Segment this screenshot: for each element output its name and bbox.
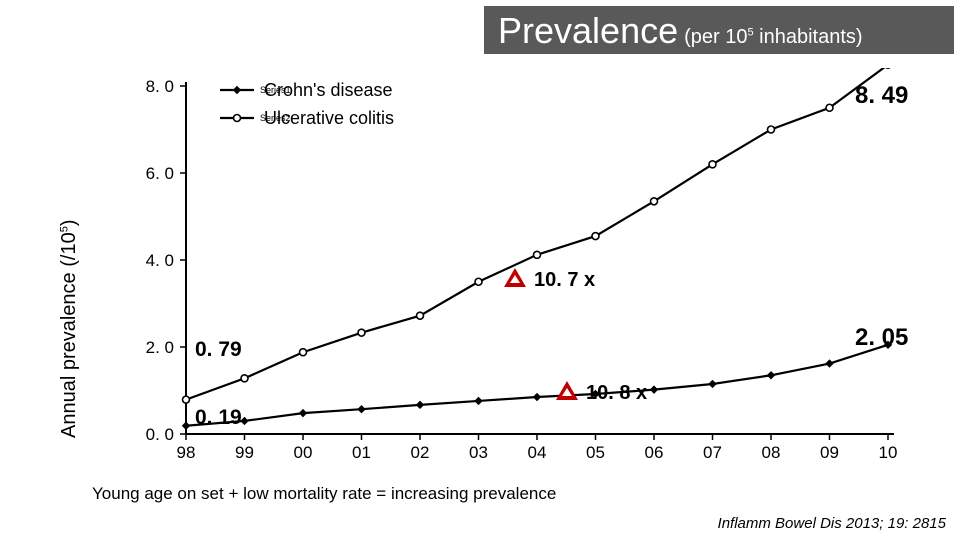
title-bar: Prevalence (per 105 inhabitants) — [484, 6, 954, 54]
svg-text:10: 10 — [879, 443, 898, 462]
svg-text:0. 0: 0. 0 — [146, 425, 174, 444]
triangle-up-icon — [504, 268, 526, 287]
svg-text:00: 00 — [294, 443, 313, 462]
multiplier-uc: 10. 7 x — [534, 269, 595, 292]
svg-text:02: 02 — [411, 443, 430, 462]
svg-text:Ulcerative colitis: Ulcerative colitis — [264, 108, 394, 128]
y-axis-label: Annual prevalence (/105) — [58, 220, 81, 439]
svg-text:Crohn's disease: Crohn's disease — [264, 80, 393, 100]
svg-text:99: 99 — [235, 443, 254, 462]
svg-text:04: 04 — [528, 443, 547, 462]
svg-text:06: 06 — [645, 443, 664, 462]
svg-text:08: 08 — [762, 443, 781, 462]
slide-root: { "title": { "main": "Prevalence", "sub_… — [0, 0, 960, 540]
series-end-value-cd: 2. 05 — [855, 324, 908, 352]
triangle-up-icon — [556, 381, 578, 400]
svg-text:2. 0: 2. 0 — [146, 338, 174, 357]
svg-text:6. 0: 6. 0 — [146, 164, 174, 183]
series-start-value-uc: 0. 79 — [195, 338, 242, 362]
series-start-value-cd: 0. 19 — [195, 406, 242, 430]
caption: Young age on set + low mortality rate = … — [92, 484, 556, 504]
svg-text:03: 03 — [469, 443, 488, 462]
svg-text:05: 05 — [586, 443, 605, 462]
svg-text:07: 07 — [703, 443, 722, 462]
svg-text:09: 09 — [820, 443, 839, 462]
title-sub: (per 105 inhabitants) — [684, 26, 862, 49]
svg-text:98: 98 — [177, 443, 196, 462]
series-end-value-uc: 8. 49 — [855, 82, 908, 110]
svg-text:01: 01 — [352, 443, 371, 462]
citation: Inflamm Bowel Dis 2013; 19: 2815 — [718, 515, 946, 532]
svg-text:4. 0: 4. 0 — [146, 251, 174, 270]
title-main: Prevalence — [498, 10, 678, 52]
svg-text:8. 0: 8. 0 — [146, 77, 174, 96]
multiplier-cd: 10. 8 x — [586, 382, 647, 405]
